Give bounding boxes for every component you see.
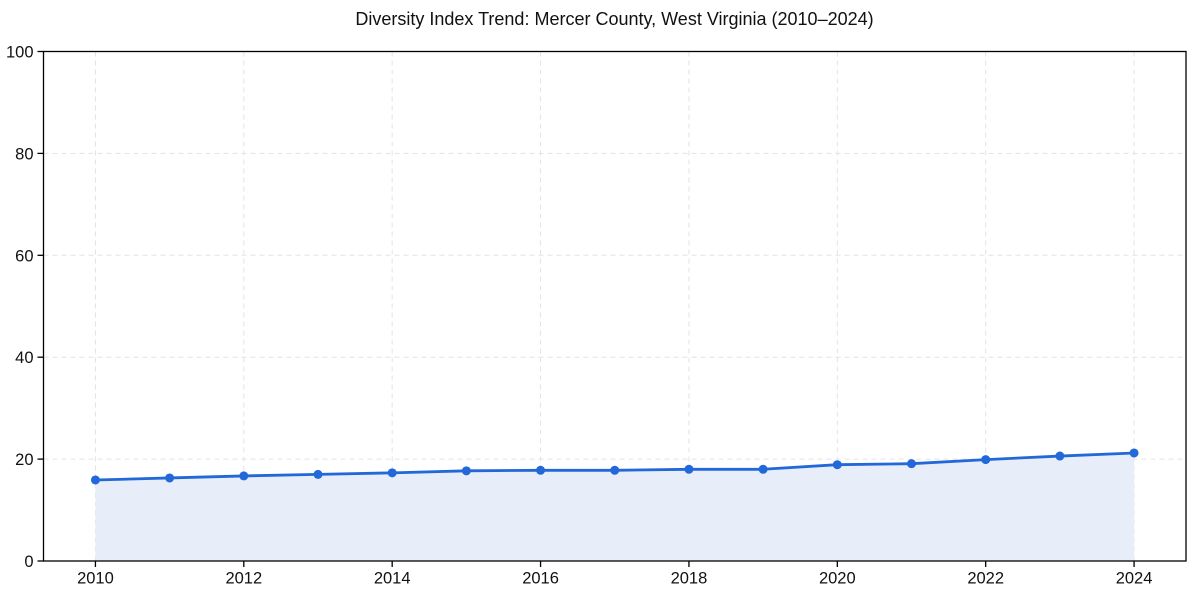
data-point-2015[interactable]: [461, 466, 471, 476]
data-point-2021[interactable]: [907, 459, 917, 469]
y-tick-label: 40: [15, 349, 33, 367]
x-tick-label: 2016: [522, 570, 559, 588]
x-tick-label: 2014: [374, 570, 411, 588]
y-tick-label: 100: [6, 44, 34, 62]
area-fill: [95, 452, 1135, 561]
plot-border: [42, 50, 1187, 562]
x-tick-label: 2010: [77, 570, 114, 588]
y-tick-label: 80: [15, 145, 33, 163]
data-point-2011[interactable]: [165, 473, 175, 483]
x-tick-label: 2018: [671, 570, 708, 588]
y-tick-label: 0: [24, 553, 33, 571]
data-point-2019[interactable]: [758, 464, 768, 474]
data-point-2014[interactable]: [387, 468, 397, 478]
data-point-2024[interactable]: [1129, 448, 1139, 458]
x-tick-label: 2022: [967, 570, 1004, 588]
x-tick-label: 2012: [225, 570, 262, 588]
data-point-2016[interactable]: [536, 465, 546, 475]
x-tick-label: 2020: [819, 570, 856, 588]
data-point-2012[interactable]: [239, 471, 249, 481]
data-point-2017[interactable]: [610, 465, 620, 475]
data-point-2010[interactable]: [90, 475, 100, 485]
x-tick-label: 2024: [1116, 570, 1153, 588]
y-tick-label: 20: [15, 451, 33, 469]
data-point-2018[interactable]: [684, 464, 694, 474]
chart-title: Diversity Index Trend: Mercer County, We…: [355, 9, 874, 29]
data-point-2020[interactable]: [832, 460, 842, 470]
y-tick-label: 60: [15, 247, 33, 265]
data-point-2023[interactable]: [1055, 451, 1065, 461]
data-point-2013[interactable]: [313, 469, 323, 479]
data-point-2022[interactable]: [981, 455, 991, 465]
